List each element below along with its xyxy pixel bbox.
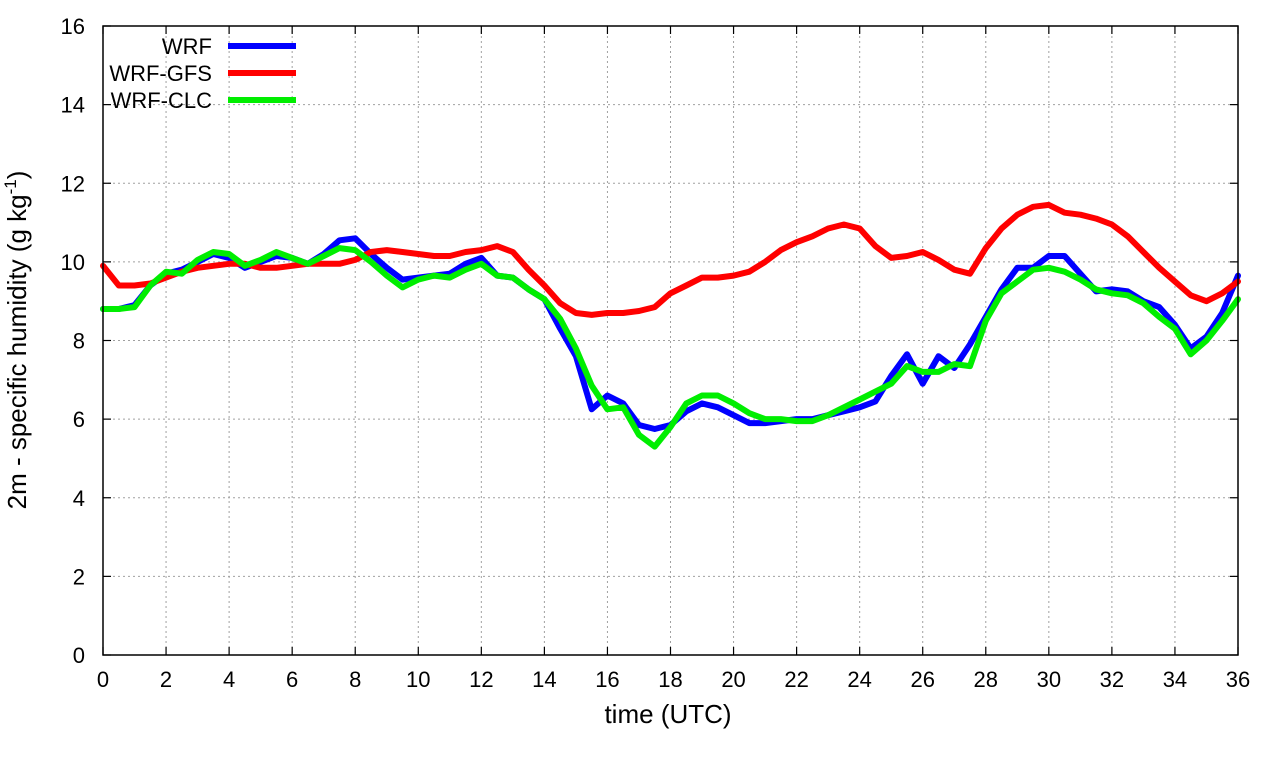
series-line-wrf-clc — [100, 245, 1241, 450]
y-axis-label: 2m - specific humidity (g kg-1) — [1, 171, 32, 510]
series-lines — [100, 201, 1241, 450]
y-tick-label: 8 — [73, 329, 85, 354]
y-tick-label: 6 — [73, 407, 85, 432]
y-tick-label: 2 — [73, 564, 85, 589]
axis-ticks: 0 2 4 6 8 10 12 14 16 18 20 22 24 26 28 30 32 34 360246810… — [61, 14, 1251, 692]
y-tick-label: 4 — [73, 486, 85, 511]
x-tick-label: 32 — [1100, 667, 1124, 692]
x-tick-label: 16 — [595, 667, 619, 692]
grid — [103, 26, 1238, 655]
x-tick-label: 34 — [1163, 667, 1187, 692]
x-tick-label: 20 — [721, 667, 745, 692]
x-tick-label: 18 — [658, 667, 682, 692]
y-tick-label: 14 — [61, 93, 85, 118]
x-tick-label: 8 — [349, 667, 361, 692]
x-tick-label: 0 — [97, 667, 109, 692]
legend-label: WRF-GFS — [109, 61, 212, 86]
x-tick-label: 22 — [784, 667, 808, 692]
y-axis-label-sup: -1 — [1, 179, 20, 194]
y-tick-label: 12 — [61, 171, 85, 196]
x-axis-label: time (UTC) — [604, 699, 731, 729]
x-tick-label: 28 — [974, 667, 998, 692]
x-tick-label: 10 — [406, 667, 430, 692]
x-tick-label: 4 — [223, 667, 235, 692]
series-line-wrf-gfs — [100, 201, 1241, 318]
x-tick-label: 26 — [910, 667, 934, 692]
y-tick-label: 0 — [73, 643, 85, 668]
y-axis-label-main: 2m - specific humidity (g kg — [2, 194, 32, 509]
x-tick-label: 30 — [1037, 667, 1061, 692]
x-tick-label: 14 — [532, 667, 556, 692]
x-tick-label: 2 — [160, 667, 172, 692]
x-tick-label: 12 — [469, 667, 493, 692]
x-tick-label: 24 — [847, 667, 871, 692]
y-axis-label-end: ) — [2, 171, 32, 180]
legend-label: WRF — [162, 34, 212, 59]
y-tick-label: 16 — [61, 14, 85, 39]
x-tick-label: 36 — [1226, 667, 1250, 692]
y-tick-label: 10 — [61, 250, 85, 275]
legend-label: WRF-CLC — [111, 88, 213, 113]
x-tick-label: 6 — [286, 667, 298, 692]
